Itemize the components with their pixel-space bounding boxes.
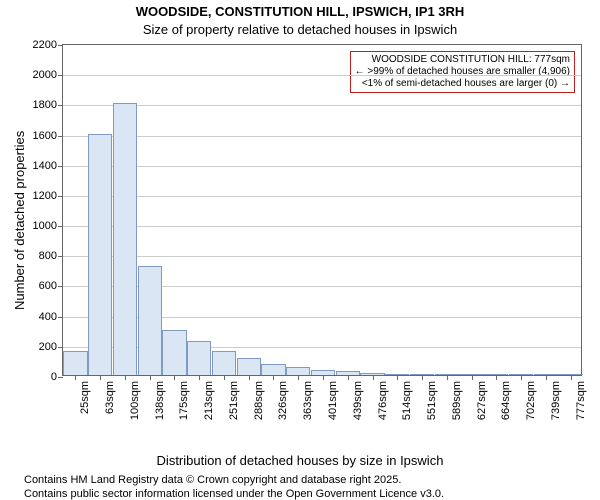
y-tick-mark <box>58 75 63 76</box>
gridline <box>63 196 581 197</box>
y-tick-mark <box>58 45 63 46</box>
y-tick-label: 800 <box>39 250 57 262</box>
annotation-box: WOODSIDE CONSTITUTION HILL: 777sqm← >99%… <box>350 51 575 93</box>
x-tick-label: 326sqm <box>277 381 289 420</box>
x-tick-label: 175sqm <box>178 381 190 420</box>
y-tick-mark <box>58 286 63 287</box>
gridline <box>63 226 581 227</box>
bar <box>88 134 112 375</box>
bar <box>261 364 285 375</box>
bar <box>237 358 261 375</box>
x-tick-mark <box>100 375 101 380</box>
x-tick-mark <box>472 375 473 380</box>
footer-line-2: Contains public sector information licen… <box>24 488 444 500</box>
x-tick-mark <box>75 375 76 380</box>
x-tick-mark <box>521 375 522 380</box>
x-axis-label: Distribution of detached houses by size … <box>0 453 600 468</box>
bar <box>162 330 186 375</box>
y-tick-mark <box>58 196 63 197</box>
x-tick-mark <box>397 375 398 380</box>
x-tick-mark <box>174 375 175 380</box>
y-tick-label: 1400 <box>33 160 57 172</box>
x-tick-mark <box>150 375 151 380</box>
x-tick-label: 664sqm <box>500 381 512 420</box>
gridline <box>63 136 581 137</box>
gridline <box>63 105 581 106</box>
x-tick-label: 702sqm <box>525 381 537 420</box>
y-tick-mark <box>58 256 63 257</box>
x-tick-mark <box>422 375 423 380</box>
gridline <box>63 166 581 167</box>
y-tick-mark <box>58 377 63 378</box>
y-tick-mark <box>58 105 63 106</box>
x-tick-label: 627sqm <box>476 381 488 420</box>
y-tick-label: 0 <box>51 371 57 383</box>
x-tick-label: 777sqm <box>575 381 587 420</box>
x-tick-mark <box>249 375 250 380</box>
bar <box>138 266 162 375</box>
x-tick-mark <box>199 375 200 380</box>
y-tick-mark <box>58 166 63 167</box>
x-tick-label: 251sqm <box>228 381 240 420</box>
y-tick-label: 2200 <box>33 39 57 51</box>
x-tick-label: 213sqm <box>203 381 215 420</box>
annotation-line: WOODSIDE CONSTITUTION HILL: 777sqm <box>355 54 570 66</box>
gridline <box>63 75 581 76</box>
bar <box>187 341 211 375</box>
gridline <box>63 256 581 257</box>
y-tick-mark <box>58 317 63 318</box>
chart-title: WOODSIDE, CONSTITUTION HILL, IPSWICH, IP… <box>0 4 600 19</box>
footer-line-1: Contains HM Land Registry data © Crown c… <box>24 474 401 486</box>
chart-subtitle: Size of property relative to detached ho… <box>0 22 600 37</box>
x-tick-label: 589sqm <box>451 381 463 420</box>
x-tick-mark <box>323 375 324 380</box>
x-tick-label: 739sqm <box>550 381 562 420</box>
annotation-line: <1% of semi-detached houses are larger (… <box>355 78 570 90</box>
x-tick-mark <box>571 375 572 380</box>
y-tick-label: 1600 <box>33 130 57 142</box>
x-tick-mark <box>125 375 126 380</box>
x-tick-mark <box>348 375 349 380</box>
x-tick-mark <box>298 375 299 380</box>
x-tick-label: 138sqm <box>154 381 166 420</box>
bar <box>63 351 87 375</box>
x-tick-mark <box>224 375 225 380</box>
y-tick-label: 600 <box>39 280 57 292</box>
x-tick-label: 401sqm <box>327 381 339 420</box>
y-tick-mark <box>58 136 63 137</box>
x-tick-mark <box>373 375 374 380</box>
x-tick-label: 476sqm <box>377 381 389 420</box>
x-tick-label: 25sqm <box>79 381 91 414</box>
bar <box>286 367 310 375</box>
y-tick-label: 400 <box>39 311 57 323</box>
annotation-line: ← >99% of detached houses are smaller (4… <box>355 66 570 78</box>
y-tick-mark <box>58 347 63 348</box>
x-tick-label: 288sqm <box>253 381 265 420</box>
x-tick-mark <box>496 375 497 380</box>
plot-area: WOODSIDE CONSTITUTION HILL: 777sqm← >99%… <box>62 44 582 376</box>
x-tick-label: 63sqm <box>104 381 116 414</box>
x-tick-mark <box>447 375 448 380</box>
x-tick-mark <box>273 375 274 380</box>
x-tick-label: 363sqm <box>302 381 314 420</box>
y-axis-label: Number of detached properties <box>12 131 27 310</box>
y-tick-label: 200 <box>39 341 57 353</box>
x-tick-label: 439sqm <box>352 381 364 420</box>
y-tick-label: 2000 <box>33 69 57 81</box>
x-tick-mark <box>546 375 547 380</box>
bar <box>212 351 236 375</box>
y-tick-mark <box>58 226 63 227</box>
bar <box>113 103 137 375</box>
y-tick-label: 1000 <box>33 220 57 232</box>
y-tick-label: 1800 <box>33 99 57 111</box>
y-tick-label: 1200 <box>33 190 57 202</box>
chart-container: WOODSIDE, CONSTITUTION HILL, IPSWICH, IP… <box>0 0 600 500</box>
x-tick-label: 514sqm <box>401 381 413 420</box>
x-tick-label: 100sqm <box>129 381 141 420</box>
x-tick-label: 551sqm <box>426 381 438 420</box>
